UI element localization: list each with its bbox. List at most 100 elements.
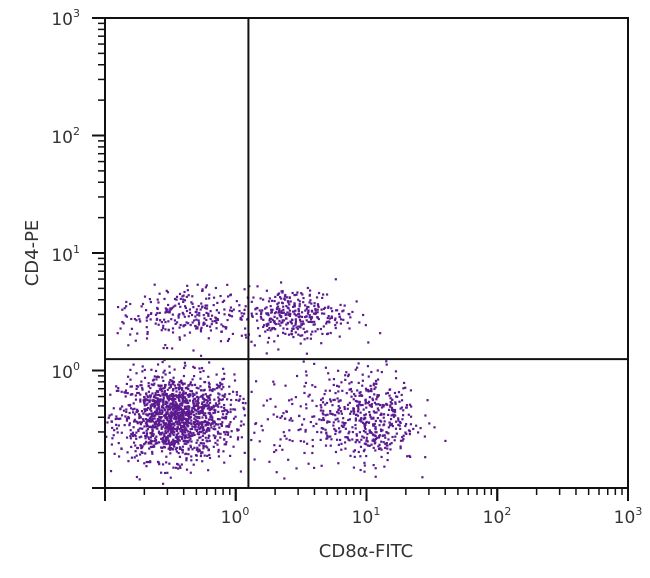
data-point: [174, 440, 177, 443]
data-point: [314, 307, 317, 311]
data-point: [155, 378, 158, 381]
data-point: [288, 429, 291, 432]
data-point: [174, 427, 177, 431]
data-point: [168, 420, 171, 423]
data-point: [181, 398, 184, 401]
data-point: [188, 308, 192, 311]
data-point: [142, 419, 145, 423]
data-point: [167, 426, 170, 430]
data-point: [178, 417, 181, 420]
data-point: [314, 312, 317, 316]
data-point: [245, 336, 248, 339]
data-point: [157, 431, 161, 434]
data-point: [272, 380, 275, 383]
data-point: [143, 443, 146, 446]
data-point: [196, 403, 199, 406]
data-point: [190, 427, 194, 431]
data-point: [163, 471, 167, 475]
data-point: [327, 305, 330, 308]
data-point: [201, 460, 204, 463]
data-point: [316, 430, 319, 434]
data-point: [296, 291, 299, 294]
data-point: [190, 459, 193, 462]
data-point: [307, 320, 310, 324]
data-point: [193, 417, 196, 420]
data-point: [139, 423, 142, 426]
data-point: [287, 458, 290, 461]
data-point: [319, 409, 322, 412]
data-point: [167, 303, 170, 307]
data-point: [269, 304, 272, 308]
data-point: [357, 381, 360, 385]
data-point: [116, 332, 119, 335]
data-point: [156, 403, 159, 407]
data-point: [157, 323, 160, 326]
data-point: [328, 389, 331, 392]
data-point: [167, 329, 170, 332]
data-point: [338, 427, 341, 430]
data-point: [202, 404, 206, 408]
data-point: [284, 313, 288, 316]
data-point: [147, 315, 150, 318]
data-point: [191, 384, 194, 387]
data-point: [409, 423, 413, 426]
data-point: [143, 431, 146, 434]
data-point: [297, 298, 300, 301]
data-point: [317, 291, 321, 295]
data-point: [202, 313, 205, 317]
data-point: [279, 438, 282, 441]
data-point: [388, 394, 391, 397]
data-point: [177, 438, 180, 441]
data-point: [222, 325, 225, 328]
data-point: [189, 393, 192, 397]
data-point: [314, 385, 317, 388]
data-point: [187, 433, 190, 436]
data-point: [171, 427, 174, 430]
data-point: [194, 421, 197, 424]
data-point: [150, 368, 153, 371]
data-point: [197, 304, 200, 308]
data-point: [174, 400, 177, 404]
data-point: [199, 385, 202, 388]
data-point: [315, 296, 319, 299]
data-point: [379, 447, 382, 450]
data-point: [337, 412, 340, 415]
data-point: [177, 415, 181, 418]
data-point: [242, 423, 245, 426]
data-point: [199, 377, 202, 380]
data-point: [168, 395, 171, 398]
data-point: [337, 409, 340, 412]
data-point: [358, 394, 361, 397]
data-point: [214, 404, 217, 407]
data-point: [203, 400, 206, 403]
data-point: [314, 309, 317, 312]
data-point: [380, 406, 384, 409]
data-point: [160, 384, 163, 387]
data-point: [191, 410, 194, 413]
data-point: [141, 370, 144, 373]
data-point: [223, 438, 226, 441]
data-point: [130, 317, 133, 321]
data-point: [377, 403, 380, 406]
data-point: [390, 406, 394, 409]
data-point: [134, 339, 137, 342]
data-point: [176, 427, 179, 430]
data-point: [294, 309, 297, 312]
data-point: [168, 365, 171, 368]
data-point: [195, 308, 199, 311]
data-point: [155, 400, 158, 403]
data-point: [194, 310, 197, 314]
data-point: [183, 366, 186, 370]
data-point: [149, 300, 153, 304]
data-point: [132, 363, 135, 366]
data-point: [145, 319, 148, 322]
data-point: [330, 316, 334, 319]
data-point: [319, 404, 322, 407]
data-point: [265, 306, 268, 309]
data-point: [177, 419, 180, 422]
data-point: [184, 437, 187, 440]
data-point: [164, 437, 167, 440]
data-point: [370, 390, 373, 393]
data-point: [190, 409, 194, 412]
data-point: [208, 396, 211, 399]
